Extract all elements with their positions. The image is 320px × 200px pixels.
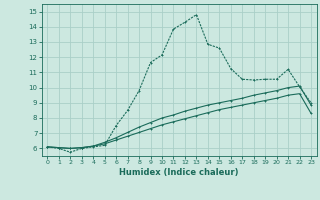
X-axis label: Humidex (Indice chaleur): Humidex (Indice chaleur): [119, 168, 239, 177]
